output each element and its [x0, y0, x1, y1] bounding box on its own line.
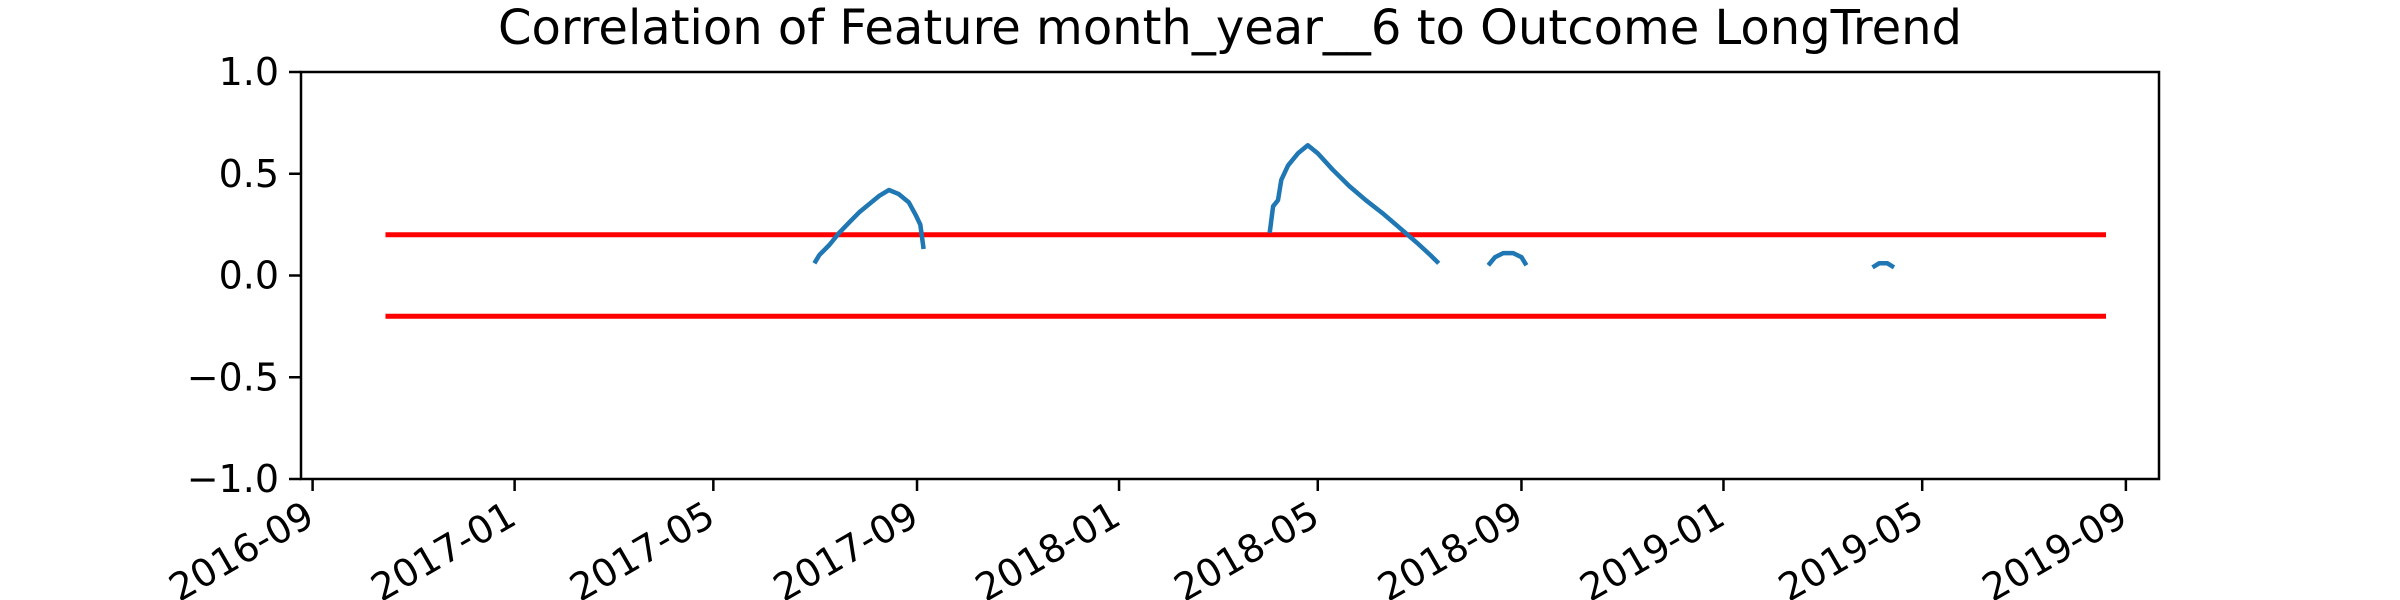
x-tick-label: 2019-01: [1572, 493, 1732, 600]
reference-lines: [385, 232, 2107, 319]
series-group: [812, 143, 1896, 270]
y-axis: 1.0 0.5 0.0 −0.5 −1.0: [187, 50, 301, 501]
y-tick-label: 0.0: [219, 254, 279, 298]
x-tick-label: 2017-09: [766, 493, 926, 600]
x-tick-label: 2016-09: [162, 493, 322, 600]
series-line-segment: [1486, 250, 1529, 267]
x-tick-label: 2019-05: [1771, 493, 1931, 600]
x-tick-label: 2018-09: [1370, 493, 1530, 600]
y-tick-label: 0.5: [219, 152, 279, 196]
x-tick-label: 2018-05: [1167, 493, 1327, 600]
x-tick-label: 2017-01: [364, 493, 524, 600]
x-tick-label: 2017-05: [562, 493, 722, 600]
x-tick-label: 2018-01: [968, 493, 1128, 600]
series-line-segment: [1267, 143, 1441, 265]
x-tick-label: 2019-09: [1975, 493, 2135, 600]
plot-frame: [299, 70, 2161, 481]
y-tick-label: 1.0: [219, 50, 279, 94]
y-tick-label: −0.5: [187, 355, 279, 399]
y-tick-label: −1.0: [187, 457, 279, 501]
chart-title: Correlation of Feature month_year__6 to …: [498, 0, 1962, 56]
series-line-segment: [1871, 261, 1896, 270]
series-line-segment: [812, 187, 926, 265]
x-axis: 2016-09 2017-01 2017-05 2017-09 2018-01 2018-…: [162, 479, 2135, 600]
